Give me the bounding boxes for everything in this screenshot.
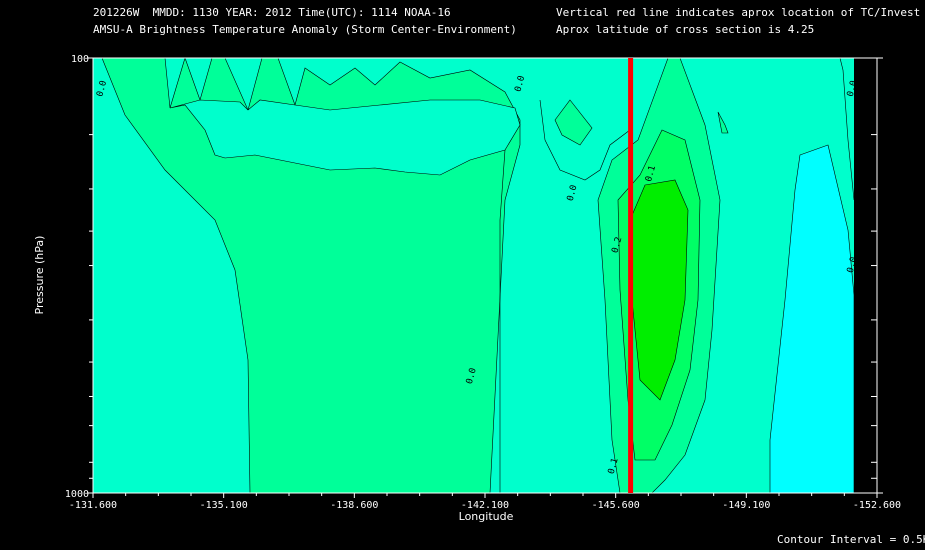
header-line1-left: 201226W MMDD: 1130 YEAR: 2012 Time(UTC):… <box>93 6 451 19</box>
x-tick-label: -142.100 <box>461 500 509 511</box>
contour-label: 0.0 <box>846 256 860 274</box>
contour-label: 0.1 <box>644 165 658 183</box>
contour-line-zero-east <box>539 99 631 181</box>
contour-line-zero-right <box>839 57 855 201</box>
x-tick-label: -152.600 <box>853 500 901 511</box>
plot-edge-black <box>854 58 877 493</box>
contour-region-05-blob <box>554 99 593 146</box>
contour-line-zero-mid <box>499 149 506 493</box>
header-line1-right: Vertical red line indicates aprox locati… <box>556 6 921 19</box>
contour-label: 0.0 <box>566 184 580 202</box>
chart-overlay: -131.600 -135.100 -138.600 -142.100 -145.600… <box>65 54 901 511</box>
y-axis-label: Pressure (hPa) <box>33 236 46 315</box>
plot-area <box>93 57 877 494</box>
x-axis-label: Longitude <box>459 510 514 523</box>
x-tick-label: -135.100 <box>200 500 248 511</box>
x-tick-label: -145.600 <box>592 500 640 511</box>
y-tick-label: 1000 <box>65 489 89 500</box>
contour-label: 0.0 <box>513 75 527 93</box>
contour-interval-label: Contour Interval = 0.5K <box>777 533 925 546</box>
contour-label: 0.0 <box>846 80 860 98</box>
contour-label: 0.2 <box>611 236 625 254</box>
x-tick-label: -131.600 <box>69 500 117 511</box>
contour-label: 0.1 <box>607 457 621 475</box>
header-line2-right: Aprox latitude of cross section is 4.25 <box>556 23 815 36</box>
contour-label: 0.0 <box>465 367 479 385</box>
contour-region-05-speck <box>717 111 729 134</box>
contour-label: 0.0 <box>95 80 109 98</box>
x-tick-label: -149.100 <box>722 500 770 511</box>
y-tick-label: 100 <box>71 54 89 65</box>
header-line2-left: AMSU-A Brightness Temperature Anomaly (S… <box>93 23 517 36</box>
x-tick-label: -138.600 <box>330 500 378 511</box>
